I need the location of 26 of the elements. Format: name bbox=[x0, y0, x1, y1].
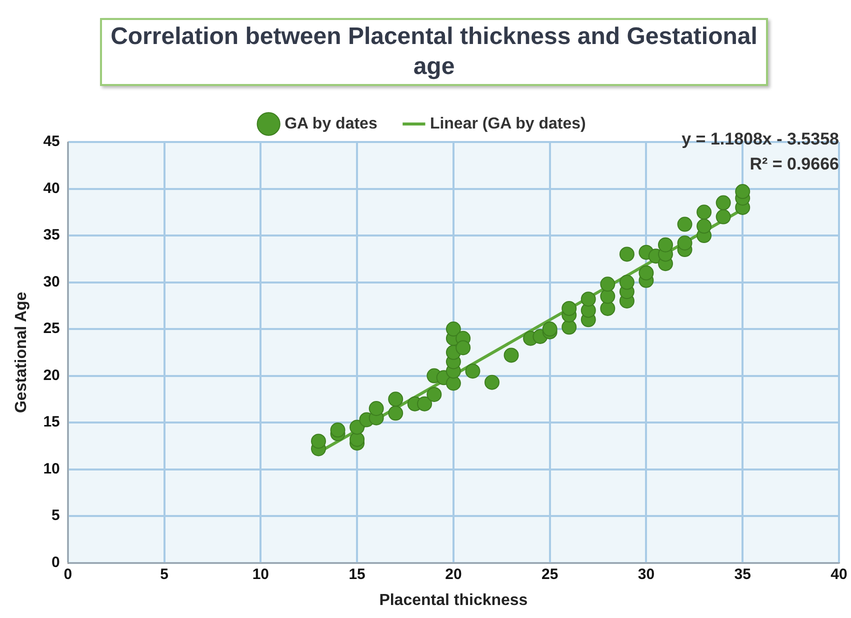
x-tick-label: 35 bbox=[734, 566, 751, 583]
y-tick-label: 45 bbox=[43, 133, 60, 150]
x-tick-label: 0 bbox=[64, 566, 72, 583]
x-tick-label: 25 bbox=[541, 566, 558, 583]
x-axis-title: Placental thickness bbox=[379, 592, 528, 609]
y-tick-label: 35 bbox=[43, 226, 60, 244]
x-tick-label: 20 bbox=[445, 566, 462, 583]
y-tick-label: 40 bbox=[43, 180, 60, 197]
y-tick-label: 5 bbox=[52, 507, 60, 524]
y-tick-label: 20 bbox=[43, 366, 60, 384]
y-tick-label: 25 bbox=[43, 320, 60, 338]
legend-label: GA by dates bbox=[284, 115, 378, 132]
x-tick-label: 40 bbox=[830, 566, 848, 583]
y-tick-label: 15 bbox=[43, 414, 60, 431]
annotation: y = 1.1808x - 3.5358 bbox=[682, 130, 839, 149]
y-tick-label: 10 bbox=[43, 460, 60, 478]
x-tick-label: 30 bbox=[638, 566, 655, 583]
y-axis-title: Gestational Age bbox=[13, 292, 30, 414]
annotation: R² = 0.9666 bbox=[750, 154, 839, 174]
x-tick-label: 15 bbox=[348, 566, 366, 583]
x-tick-label: 5 bbox=[160, 566, 168, 583]
chart-title: Correlation between Placental thickness and Gestational age bbox=[100, 18, 768, 86]
x-tick-label: 10 bbox=[252, 566, 270, 583]
legend-label: Linear (GA by dates) bbox=[430, 115, 586, 132]
y-tick-label: 0 bbox=[52, 554, 60, 571]
y-tick-label: 30 bbox=[43, 273, 60, 290]
